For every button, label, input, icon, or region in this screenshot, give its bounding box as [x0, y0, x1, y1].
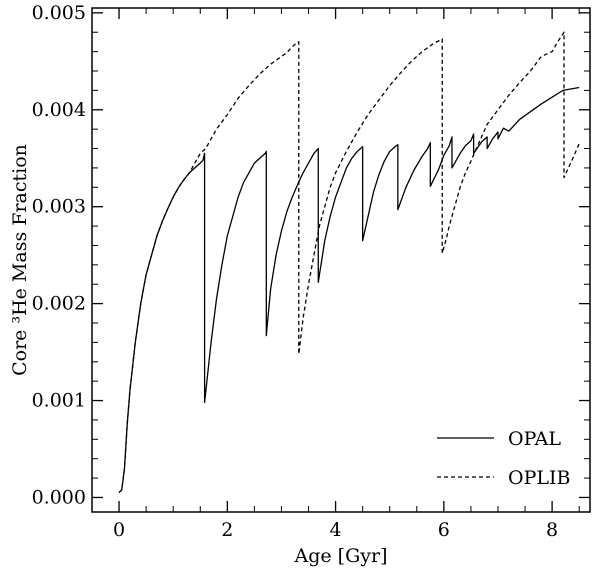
x-tick-label: 8 [546, 519, 558, 541]
series-line-opal [118, 86, 580, 494]
plot-frame [91, 7, 591, 513]
y-axis-label: Core ³He Mass Fraction [9, 144, 31, 376]
y-tick-label: 0.000 [32, 486, 86, 508]
ticks-layer: 0 2 4 6 8 0.000 0.001 0.002 0.003 0.004 0.005 [32, 2, 590, 541]
x-tick-label: 2 [221, 519, 233, 541]
legend: OPAL OPLIB [437, 428, 570, 489]
y-tick-label: 0.001 [32, 390, 86, 412]
y-tick-label: 0.005 [32, 2, 86, 24]
series-line-oplib [118, 31, 580, 494]
x-tick-label: 6 [438, 519, 450, 541]
x-axis-label: Age [Gyr] [294, 545, 388, 567]
legend-label-opal: OPAL [508, 428, 561, 450]
y-tick-label: 0.003 [32, 196, 86, 218]
y-tick-label: 0.004 [32, 99, 86, 121]
y-tick-label: 0.002 [32, 293, 86, 315]
legend-label-oplib: OPLIB [508, 467, 570, 489]
plot-area: 0 2 4 6 8 0.000 0.001 0.002 0.003 0.004 0.005 [32, 2, 591, 541]
x-tick-label: 0 [113, 519, 125, 541]
series-layer [118, 31, 580, 494]
x-tick-label: 4 [330, 519, 342, 541]
